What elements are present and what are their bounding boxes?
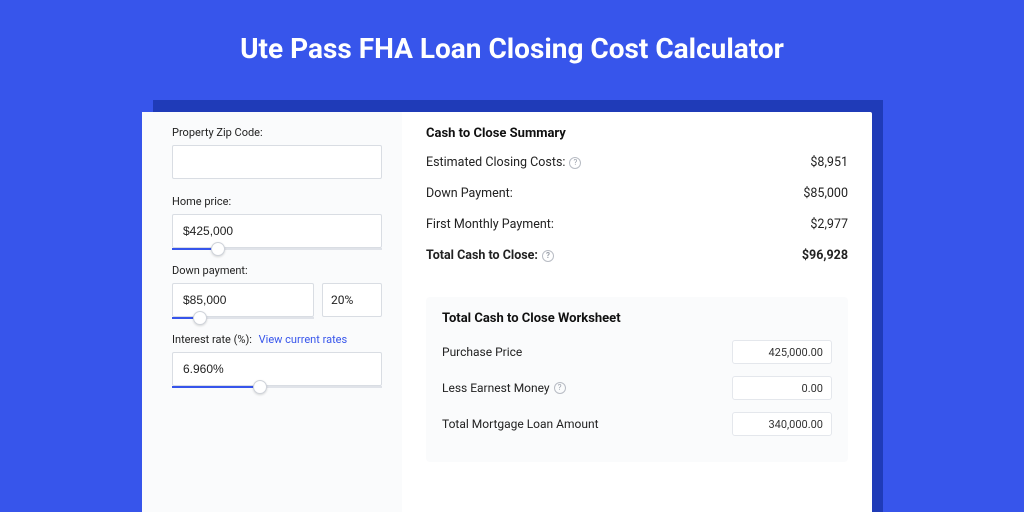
summary-row-label-text: Estimated Closing Costs:	[426, 155, 565, 170]
help-icon[interactable]: ?	[569, 157, 581, 169]
summary-row-label: Total Cash to Close:?	[426, 248, 554, 263]
worksheet-row-label: Purchase Price	[442, 345, 522, 359]
help-icon[interactable]: ?	[542, 250, 554, 262]
down-payment-input[interactable]	[172, 283, 314, 317]
worksheet-row-label-text: Total Mortgage Loan Amount	[442, 417, 599, 431]
down-payment-slider[interactable]	[172, 283, 314, 317]
summary-row-label: Estimated Closing Costs:?	[426, 155, 581, 170]
interest-rate-label: Interest rate (%): View current rates	[172, 333, 382, 346]
home-price-input[interactable]	[172, 214, 382, 248]
zip-input[interactable]	[172, 145, 382, 179]
zip-label: Property Zip Code:	[172, 126, 382, 139]
interest-rate-field-group: Interest rate (%): View current rates	[172, 333, 382, 386]
zip-field-group: Property Zip Code:	[172, 126, 382, 179]
worksheet-row-label-text: Purchase Price	[442, 345, 522, 359]
calculator-panel: Property Zip Code: Home price: Down paym…	[142, 112, 872, 512]
summary-row-value: $2,977	[810, 217, 848, 232]
summary-row-value: $8,951	[810, 155, 848, 170]
worksheet-row-label: Less Earnest Money?	[442, 381, 566, 395]
summary-row-label-text: Down Payment:	[426, 186, 513, 201]
home-price-slider[interactable]	[172, 214, 382, 248]
summary-row: Estimated Closing Costs:? $8,951	[426, 155, 848, 170]
summary-row-label: First Monthly Payment:	[426, 217, 554, 232]
page-title: Ute Pass FHA Loan Closing Cost Calculato…	[0, 32, 1024, 65]
home-price-field-group: Home price:	[172, 195, 382, 248]
worksheet-row-label-text: Less Earnest Money	[442, 381, 550, 395]
down-payment-label: Down payment:	[172, 264, 382, 277]
worksheet-title: Total Cash to Close Worksheet	[442, 311, 832, 326]
worksheet-rows: Purchase Price 425,000.00 Less Earnest Mon…	[442, 340, 832, 436]
down-payment-pct[interactable]: 20%	[322, 283, 382, 317]
interest-rate-input[interactable]	[172, 352, 382, 386]
worksheet-row: Purchase Price 425,000.00	[442, 340, 832, 364]
summary-row: First Monthly Payment: $2,977	[426, 217, 848, 232]
interest-rate-label-text: Interest rate (%):	[172, 333, 252, 346]
home-price-label: Home price:	[172, 195, 382, 208]
home-price-slider-thumb[interactable]	[211, 242, 225, 256]
worksheet-row: Total Mortgage Loan Amount 340,000.00	[442, 412, 832, 436]
summary-row-value: $85,000	[803, 186, 848, 201]
summary-row-value: $96,928	[802, 248, 848, 263]
down-payment-field-group: Down payment: 20%	[172, 264, 382, 317]
summary-row-label: Down Payment:	[426, 186, 513, 201]
summary-row: Down Payment: $85,000	[426, 186, 848, 201]
summary-title: Cash to Close Summary	[426, 126, 848, 141]
worksheet-row-value[interactable]: 425,000.00	[732, 340, 832, 364]
worksheet-row-label: Total Mortgage Loan Amount	[442, 417, 599, 431]
down-payment-slider-thumb[interactable]	[193, 311, 207, 325]
inputs-column: Property Zip Code: Home price: Down paym…	[142, 112, 402, 512]
summary-rows: Estimated Closing Costs:? $8,951 Down Paym…	[426, 155, 848, 263]
section-divider	[426, 279, 848, 293]
view-rates-link[interactable]: View current rates	[259, 333, 348, 346]
interest-rate-slider-fill	[172, 386, 260, 388]
interest-rate-slider[interactable]	[172, 352, 382, 386]
page-background: Ute Pass FHA Loan Closing Cost Calculato…	[0, 0, 1024, 512]
help-icon[interactable]: ?	[554, 382, 566, 394]
worksheet-row-value[interactable]: 340,000.00	[732, 412, 832, 436]
worksheet-section: Total Cash to Close Worksheet Purchase P…	[426, 297, 848, 462]
summary-row-label-text: Total Cash to Close:	[426, 248, 538, 263]
summary-column: Cash to Close Summary Estimated Closing …	[402, 112, 872, 512]
worksheet-row: Less Earnest Money? 0.00	[442, 376, 832, 400]
summary-row-label-text: First Monthly Payment:	[426, 217, 554, 232]
worksheet-row-value[interactable]: 0.00	[732, 376, 832, 400]
interest-rate-slider-thumb[interactable]	[253, 380, 267, 394]
summary-row: Total Cash to Close:? $96,928	[426, 248, 848, 263]
